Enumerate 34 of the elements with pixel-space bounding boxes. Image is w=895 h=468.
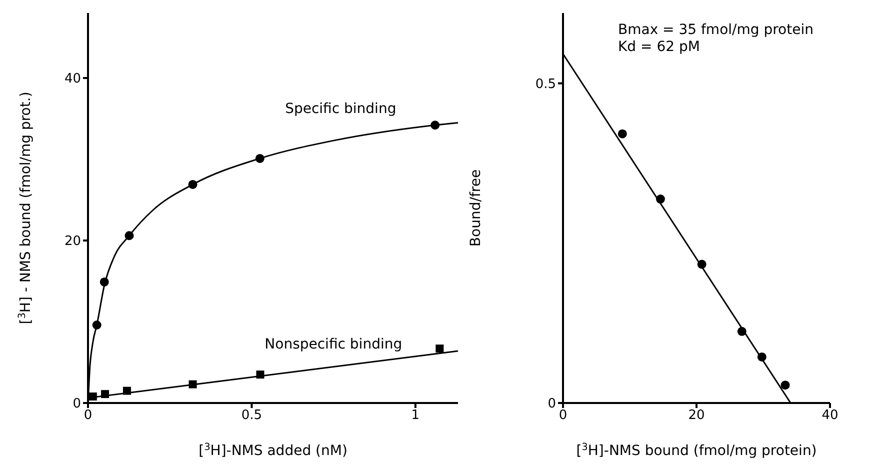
annotation: Kd = 62 pM: [618, 39, 701, 56]
point: [188, 180, 198, 189]
point: [122, 386, 131, 395]
text: Specific binding: [285, 101, 396, 118]
point: [436, 344, 444, 353]
y-tick-label: 0: [72, 396, 81, 412]
x-tick-label: 0: [84, 408, 92, 424]
x-tick-label: 0.5: [241, 408, 262, 424]
point: [255, 154, 264, 163]
point: [656, 194, 665, 204]
y-tick-label: 20: [64, 234, 81, 250]
point: [88, 392, 97, 400]
y-axis-title: Bound/free: [468, 169, 484, 247]
y-tick-label: 40: [64, 72, 81, 87]
point: [737, 326, 746, 336]
x-tick-label: 0: [558, 408, 568, 424]
point: [124, 231, 134, 240]
series-label: Nonspecific binding: [264, 336, 402, 353]
x-axis-title: [$^{3}$H]-NMS bound (fmol/mg protein): [576, 442, 817, 459]
point: [757, 352, 766, 362]
point: [256, 370, 264, 379]
x-axis-title: [$^{3}$H]-NMS added (nM): [198, 442, 348, 459]
point: [101, 390, 110, 398]
point: [100, 277, 109, 286]
point: [697, 260, 706, 269]
x-tick-label: 40: [822, 408, 838, 424]
annotation: Bmax = 35 fmol/mg protein: [618, 22, 814, 39]
point: [780, 380, 790, 390]
x-tick-label: 20: [688, 408, 705, 424]
point: [618, 129, 627, 138]
point: [430, 120, 440, 130]
point: [188, 380, 197, 388]
point: [92, 320, 102, 330]
x-tick-label: 1: [411, 408, 420, 424]
